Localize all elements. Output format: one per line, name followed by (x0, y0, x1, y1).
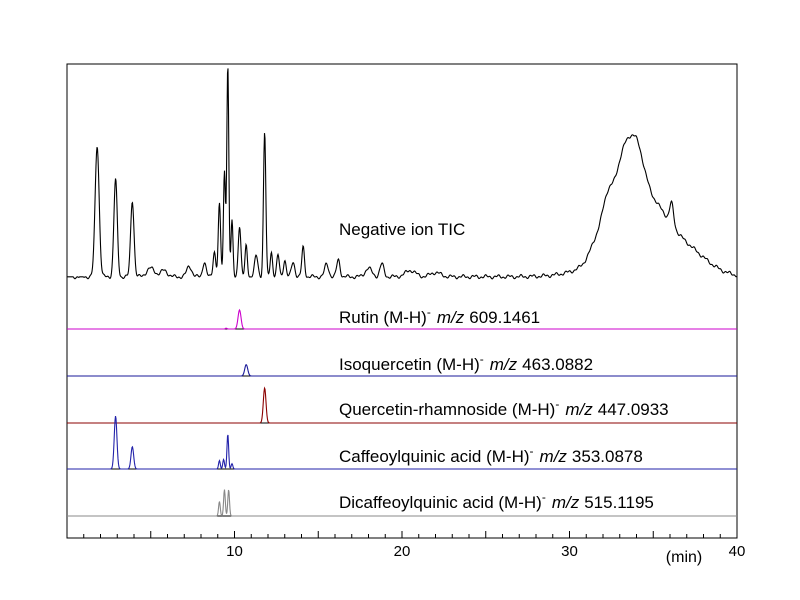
trace-line (67, 415, 737, 470)
trace-line (67, 308, 737, 330)
trace-line (67, 489, 737, 517)
trace-line (67, 68, 738, 280)
trace-line (67, 386, 737, 424)
x-tick-label: 30 (561, 543, 578, 560)
trace-label: Isoquercetin (M-H)- m/z 463.0882 (339, 352, 593, 374)
chromatogram-traces (67, 68, 738, 517)
x-unit-label: (min) (666, 549, 702, 566)
trace-labels: Negative ion TIC Rutin (M-H)- m/z 609.1461 I… (339, 220, 669, 512)
trace-label: Caffeoylquinic acid (M-H)- m/z 353.0878 (339, 444, 643, 466)
trace-label: Rutin (M-H)- m/z 609.1461 (339, 305, 540, 327)
x-axis: 10 20 30 40 (min) (66, 531, 746, 566)
x-tick-label: 10 (226, 543, 243, 560)
trace-label: Dicaffeoylquinic acid (M-H)- m/z 515.1195 (339, 490, 654, 512)
x-tick-label: 40 (729, 543, 746, 560)
trace-label: Quercetin-rhamnoside (M-H)- m/z 447.0933 (339, 397, 669, 419)
plot-frame (66, 63, 738, 539)
trace-line (67, 364, 737, 377)
trace-label: Negative ion TIC (339, 220, 465, 239)
x-tick-label: 20 (394, 543, 411, 560)
